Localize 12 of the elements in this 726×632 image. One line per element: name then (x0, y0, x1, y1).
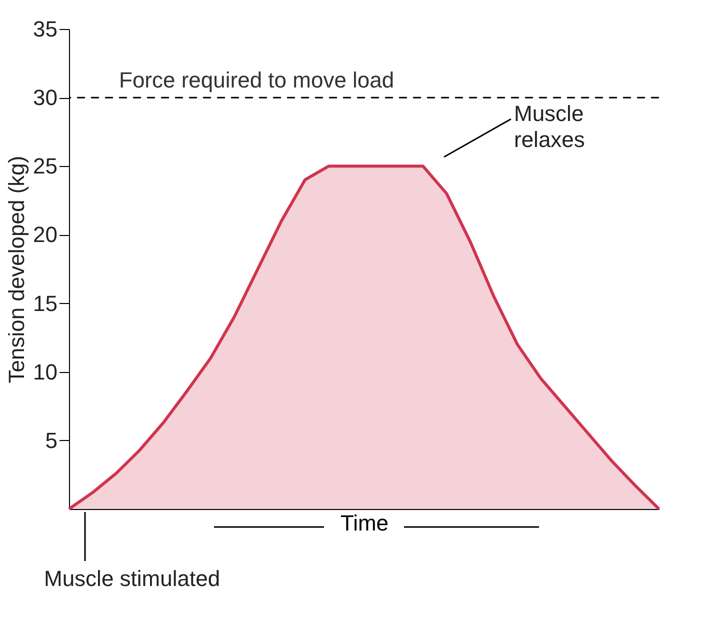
y-tick-label: 20 (33, 222, 58, 248)
text: Muscle stimulated (44, 566, 220, 591)
y-tick-label: 35 (33, 16, 58, 42)
y-tick-label: 10 (33, 359, 58, 384)
annotation: Muscle relaxes (514, 101, 585, 152)
y-axis-title: Tension developed (kg) (4, 156, 30, 384)
ref-line-label: Force required to move load (119, 68, 394, 93)
y-tick-label: 5 (45, 428, 58, 453)
y-tick-label: 25 (33, 154, 58, 179)
x-axis-title: Time (340, 510, 389, 536)
y-tick-label: 30 (33, 85, 58, 110)
y-tick-label: 15 (33, 290, 58, 316)
